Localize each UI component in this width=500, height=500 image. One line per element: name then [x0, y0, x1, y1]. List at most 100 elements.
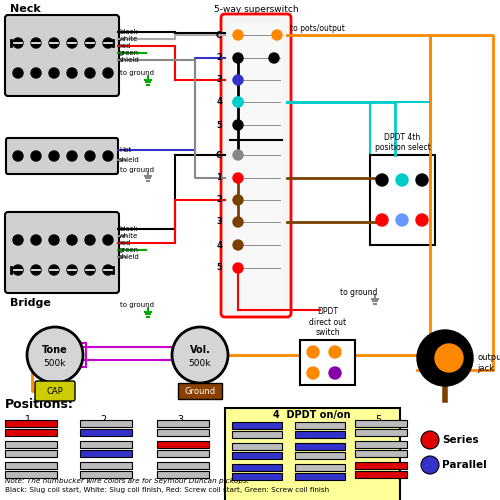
Circle shape [307, 346, 319, 358]
Circle shape [103, 265, 113, 275]
Circle shape [233, 217, 243, 227]
Bar [232, 464, 282, 471]
Bar [157, 429, 209, 436]
Bar [80, 441, 132, 448]
Bar [232, 473, 282, 480]
Text: DPDT 4th
position select: DPDT 4th position select [374, 132, 430, 152]
Circle shape [269, 53, 279, 63]
Circle shape [67, 38, 77, 48]
Text: output
jack: output jack [477, 354, 500, 372]
Bar [355, 462, 407, 469]
Text: 4: 4 [216, 240, 222, 250]
Bar [232, 452, 282, 459]
Bar [355, 471, 407, 478]
Circle shape [49, 68, 59, 78]
Text: 500k: 500k [44, 358, 66, 368]
Circle shape [103, 235, 113, 245]
Text: Tone: Tone [42, 345, 68, 355]
Bar [355, 429, 407, 436]
Circle shape [416, 174, 428, 186]
Bar [295, 422, 345, 429]
Text: white: white [119, 233, 138, 239]
Bar [80, 471, 132, 478]
Circle shape [67, 265, 77, 275]
Circle shape [31, 68, 41, 78]
Bar [5, 429, 57, 436]
Bar [80, 420, 132, 427]
Circle shape [13, 235, 23, 245]
Bar [5, 462, 57, 469]
FancyBboxPatch shape [221, 14, 291, 317]
Circle shape [85, 38, 95, 48]
Bar [355, 420, 407, 427]
Circle shape [49, 265, 59, 275]
Bar [295, 431, 345, 438]
Text: Vol.: Vol. [190, 345, 210, 355]
Text: shield: shield [119, 157, 140, 163]
Text: 5: 5 [216, 264, 222, 272]
Circle shape [307, 367, 319, 379]
Circle shape [421, 456, 439, 474]
Text: 5-way superswitch: 5-way superswitch [214, 5, 298, 14]
Circle shape [329, 367, 341, 379]
Text: 2: 2 [100, 415, 106, 425]
Text: to ground: to ground [120, 70, 154, 76]
Text: 3: 3 [216, 218, 222, 226]
Circle shape [85, 235, 95, 245]
Bar [225, 408, 400, 500]
Bar [157, 441, 209, 448]
Text: shield: shield [119, 254, 140, 260]
Circle shape [31, 38, 41, 48]
Text: 4  DPDT on/on: 4 DPDT on/on [273, 410, 351, 420]
Circle shape [396, 214, 408, 226]
Circle shape [27, 327, 83, 383]
Circle shape [272, 30, 282, 40]
Bar [71, 343, 86, 367]
Circle shape [376, 174, 388, 186]
Circle shape [49, 235, 59, 245]
Circle shape [435, 344, 463, 372]
Bar [157, 420, 209, 427]
Circle shape [233, 173, 243, 183]
Text: 1: 1 [25, 415, 31, 425]
Circle shape [233, 75, 243, 85]
Text: Black: Slug coil start, White: Slug coil finish, Red: Screw coil start, Green: S: Black: Slug coil start, White: Slug coil… [5, 487, 329, 493]
Circle shape [233, 97, 243, 107]
FancyBboxPatch shape [6, 138, 118, 174]
FancyBboxPatch shape [5, 212, 119, 293]
Text: black: black [119, 226, 138, 232]
Text: to pots/output: to pots/output [290, 24, 345, 33]
Text: DPDT
direct out
switch: DPDT direct out switch [309, 307, 346, 337]
Circle shape [103, 68, 113, 78]
Circle shape [417, 330, 473, 386]
Bar [5, 471, 57, 478]
Bar [370, 102, 430, 155]
Text: green: green [119, 247, 139, 253]
Text: C: C [216, 30, 222, 40]
Circle shape [233, 30, 243, 40]
Text: 5: 5 [216, 120, 222, 130]
Text: Note: The humbucker wire colors are for Seymour Duncan pickups.: Note: The humbucker wire colors are for … [5, 478, 249, 484]
Text: CAP: CAP [46, 386, 64, 396]
Circle shape [13, 151, 23, 161]
Text: green: green [119, 50, 139, 56]
Bar [295, 443, 345, 450]
Bar [232, 443, 282, 450]
Text: 3: 3 [177, 415, 183, 425]
Bar [157, 471, 209, 478]
FancyBboxPatch shape [5, 15, 119, 96]
Circle shape [233, 150, 243, 160]
Bar [300, 340, 355, 385]
Text: shield: shield [119, 57, 140, 63]
Circle shape [376, 214, 388, 226]
Circle shape [67, 151, 77, 161]
Text: 5: 5 [375, 415, 381, 425]
Text: black: black [119, 29, 138, 35]
Circle shape [103, 151, 113, 161]
Circle shape [233, 240, 243, 250]
Text: to ground: to ground [340, 288, 378, 297]
Circle shape [49, 38, 59, 48]
Text: 500k: 500k [189, 358, 211, 368]
Circle shape [172, 327, 228, 383]
Bar [295, 464, 345, 471]
